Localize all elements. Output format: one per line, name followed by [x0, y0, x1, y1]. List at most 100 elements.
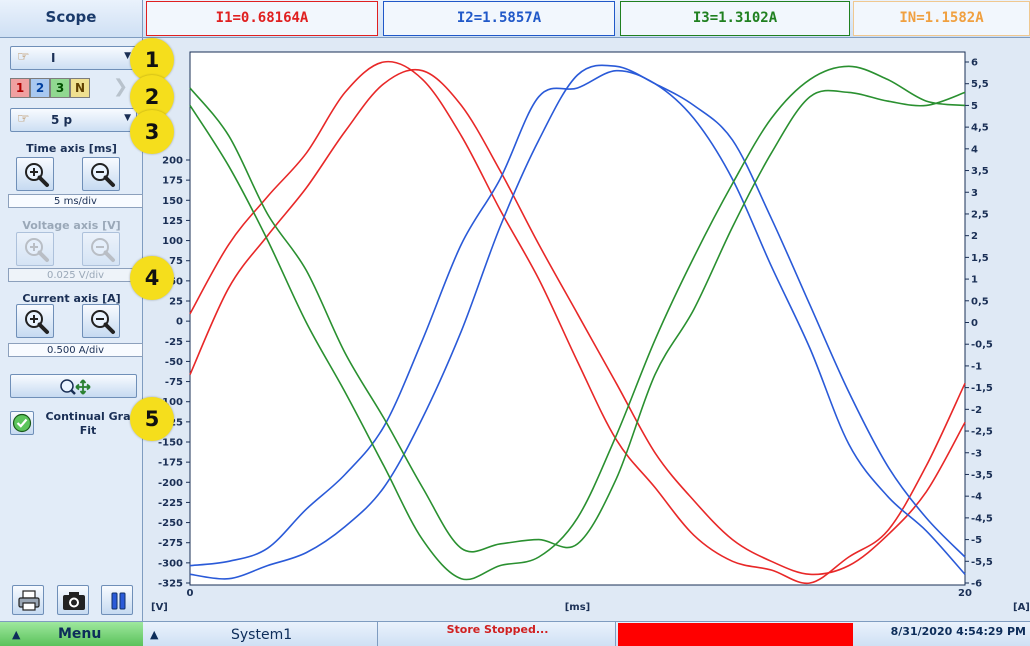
series-line-1 [189, 60, 966, 585]
voltage-zoom-out-button[interactable] [82, 232, 120, 266]
hand-pointer-icon: ☞ [17, 111, 30, 127]
right-axis-tick-label: -6 [971, 579, 982, 590]
continual-fit-label-line1: Continual Gra [45, 410, 131, 423]
right-axis-tick-label: 2,5 [971, 209, 989, 220]
right-axis-tick-label: -5,5 [971, 557, 993, 568]
dropdown-arrow-icon: ▼ [124, 113, 131, 123]
zoom-out-icon [91, 163, 115, 187]
current-axis-division: 0.500 A/div [8, 343, 143, 357]
voltage-zoom-in-button[interactable] [16, 232, 54, 266]
right-axis-tick-label: -4 [971, 492, 982, 503]
readout-i3[interactable]: I3=1.3102A [620, 1, 850, 36]
points-select[interactable]: ☞ 5 p ▼ [10, 108, 137, 132]
scope-title: Scope [0, 0, 143, 38]
right-axis-tick-label: 0 [971, 318, 978, 329]
zoom-in-icon [25, 310, 49, 334]
right-axis-tick-label: 3,5 [971, 166, 989, 177]
right-axis-unit-label: [A] [1013, 602, 1030, 613]
waveform-chart[interactable]: 2001751501251007550250-25-50-75-100-125-… [145, 40, 1030, 621]
phase-3-toggle[interactable]: 3 [50, 78, 70, 98]
left-axis-tick-label: -150 [158, 438, 183, 449]
left-control-panel: ☞ I ▼ 1 2 3 N ❯ ☞ 5 p ▼ Time axis [ms] [0, 38, 143, 621]
printer-icon [18, 590, 40, 611]
right-axis-tick-label: 2 [971, 231, 978, 242]
readout-i1[interactable]: I1=0.68164A [146, 1, 378, 36]
system-button[interactable]: ▲ System1 [146, 622, 378, 646]
series-line-5 [189, 87, 966, 553]
zoom-in-icon [25, 163, 49, 187]
left-axis-unit-label: [V] [151, 602, 168, 613]
phase-1-toggle[interactable]: 1 [10, 78, 30, 98]
right-axis-tick-label: -3 [971, 448, 982, 459]
left-axis-tick-label: 100 [162, 236, 183, 247]
checkmark-icon [12, 413, 32, 433]
voltage-axis-label: Voltage axis [V] [22, 219, 121, 232]
right-axis-tick-label: 1 [971, 275, 978, 286]
auto-fit-button[interactable] [10, 374, 137, 398]
x-axis-tick-label: 0 [187, 588, 194, 599]
marker-4: 4 [130, 256, 174, 300]
pause-button[interactable] [101, 585, 133, 615]
left-axis-tick-label: -250 [158, 518, 183, 529]
right-axis-tick-label: -0,5 [971, 340, 993, 351]
left-axis-tick-label: 200 [162, 156, 183, 167]
store-status: Store Stopped... [380, 622, 616, 646]
print-button[interactable] [12, 585, 44, 615]
current-zoom-in-button[interactable] [16, 304, 54, 338]
zoom-fit-icon [60, 379, 91, 395]
phase-2-toggle[interactable]: 2 [30, 78, 50, 98]
dropdown-arrow-icon: ▼ [124, 51, 131, 61]
readout-i2[interactable]: I2=1.5857A [383, 1, 615, 36]
pause-icon [111, 592, 126, 610]
left-axis-tick-label: 125 [162, 216, 183, 227]
right-axis-tick-label: 3 [971, 188, 978, 199]
time-axis-division: 5 ms/div [8, 194, 143, 208]
triangle-up-icon: ▲ [12, 628, 21, 641]
channel-select-value: I [51, 51, 56, 65]
left-axis-tick-label: -275 [158, 538, 183, 549]
continual-fit-checkbox[interactable] [10, 411, 34, 435]
left-axis-tick-label: -225 [158, 498, 183, 509]
points-select-value: 5 p [51, 113, 73, 127]
right-axis-tick-label: 4,5 [971, 123, 989, 134]
hand-pointer-icon: ☞ [17, 49, 30, 65]
right-axis-tick-label: -5 [971, 535, 982, 546]
phase-n-toggle[interactable]: N [70, 78, 90, 98]
current-axis-label: Current axis [A] [22, 292, 121, 305]
series-line-6 [189, 65, 966, 581]
channel-select[interactable]: ☞ I ▼ [10, 46, 137, 70]
time-zoom-in-button[interactable] [16, 157, 54, 191]
right-axis-tick-label: -3,5 [971, 470, 993, 481]
left-axis-tick-label: -75 [165, 377, 183, 388]
bottom-bar: ▲ Menu ▲ System1 Store Stopped... 8/31/2… [0, 621, 1030, 646]
triangle-up-icon: ▲ [150, 628, 159, 641]
marker-1: 1 [130, 38, 174, 82]
right-axis-tick-label: -2,5 [971, 427, 993, 438]
menu-button[interactable]: ▲ Menu [0, 622, 143, 646]
chevron-right-icon[interactable]: ❯ [113, 76, 129, 97]
readout-in[interactable]: IN=1.1582A [853, 1, 1030, 36]
voltage-axis-division: 0.025 V/div [8, 268, 143, 282]
series-line-2 [189, 68, 966, 576]
left-axis-tick-label: -300 [158, 558, 183, 569]
left-axis-tick-label: -175 [158, 458, 183, 469]
right-axis-tick-label: -1 [971, 361, 982, 372]
x-axis-label: [ms] [565, 602, 591, 613]
recording-indicator [618, 623, 853, 646]
right-axis-tick-label: -1,5 [971, 383, 993, 394]
left-axis-tick-label: -50 [165, 357, 183, 368]
right-axis-tick-label: 0,5 [971, 296, 989, 307]
datetime-display: 8/31/2020 4:54:29 PM [890, 625, 1026, 638]
camera-icon [63, 592, 85, 610]
left-axis-tick-label: 175 [162, 176, 183, 187]
zoom-in-icon [25, 238, 49, 262]
snapshot-button[interactable] [57, 585, 89, 615]
zoom-out-icon [91, 310, 115, 334]
x-axis-tick-label: 20 [958, 588, 972, 599]
scope-chart[interactable]: 2001751501251007550250-25-50-75-100-125-… [145, 40, 1030, 621]
left-axis-tick-label: -100 [158, 397, 183, 408]
left-axis-tick-label: 25 [169, 297, 183, 308]
time-zoom-out-button[interactable] [82, 157, 120, 191]
current-zoom-out-button[interactable] [82, 304, 120, 338]
